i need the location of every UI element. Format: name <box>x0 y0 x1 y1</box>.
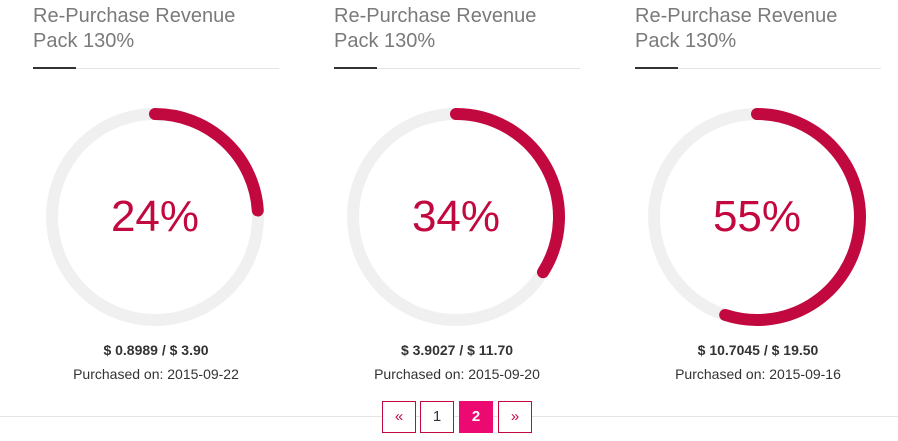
page-button-2-active[interactable]: 2 <box>459 401 493 433</box>
gauge-percent-label: 34% <box>411 192 501 241</box>
gauge-progress-arc <box>719 108 866 326</box>
title-divider <box>635 68 881 69</box>
purchase-date: Purchased on: 2015-09-22 <box>73 366 239 382</box>
purchase-date: Purchased on: 2015-09-20 <box>374 366 540 382</box>
gauge-ring <box>648 108 866 326</box>
gauge-ring <box>46 108 264 326</box>
title-divider <box>33 68 279 69</box>
package-title: Re-Purchase Revenue Pack 130% <box>33 5 236 52</box>
package-title: Re-Purchase Revenue Pack 130% <box>334 5 537 52</box>
progress-gauge: 55% <box>647 107 867 327</box>
prev-page-button[interactable]: « <box>382 401 416 433</box>
gauge-percent-label: 24% <box>110 192 200 241</box>
gauge-progress-arc <box>149 108 264 217</box>
earned-amount: $ 10.7045 / $ 19.50 <box>697 342 819 358</box>
gauge-percent-label: 55% <box>712 192 802 241</box>
title-accent-bar <box>334 67 377 69</box>
next-page-button[interactable]: » <box>498 401 532 433</box>
purchase-date: Purchased on: 2015-09-16 <box>675 366 841 382</box>
progress-gauge: 34% <box>346 107 566 327</box>
gauge-ring <box>347 108 565 326</box>
title-divider <box>334 68 580 69</box>
earned-amount: $ 0.8989 / $ 3.90 <box>103 342 209 358</box>
title-accent-bar <box>33 67 76 69</box>
page-button-1[interactable]: 1 <box>420 401 454 433</box>
package-title: Re-Purchase Revenue Pack 130% <box>635 5 838 52</box>
gauge-progress-arc <box>450 108 565 279</box>
progress-gauge: 24% <box>45 107 265 327</box>
earned-amount: $ 3.9027 / $ 11.70 <box>400 342 514 358</box>
title-accent-bar <box>635 67 678 69</box>
